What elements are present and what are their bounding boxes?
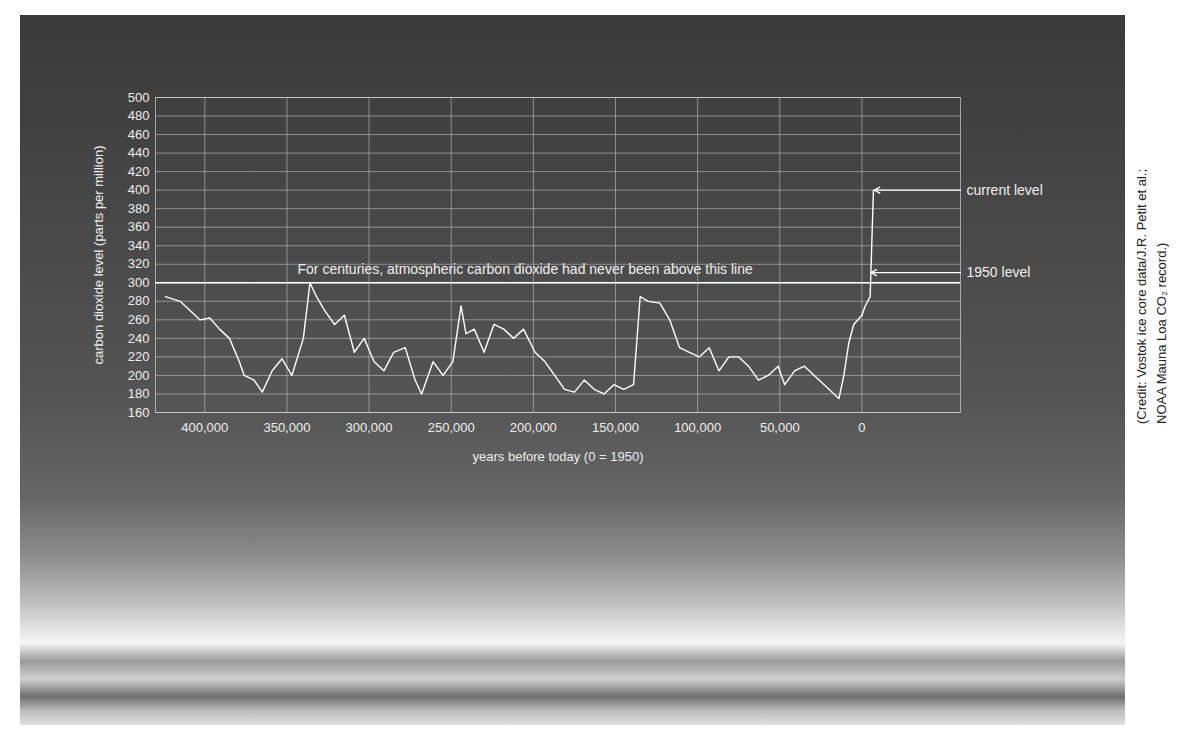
- svg-text:320: 320: [128, 256, 150, 271]
- svg-text:current level: current level: [967, 182, 1043, 198]
- svg-text:300: 300: [128, 275, 150, 290]
- svg-text:180: 180: [128, 386, 150, 401]
- svg-text:160: 160: [128, 405, 150, 420]
- svg-text:300,000: 300,000: [346, 420, 393, 435]
- svg-text:400: 400: [128, 182, 150, 197]
- svg-text:280: 280: [128, 293, 150, 308]
- svg-text:240: 240: [128, 331, 150, 346]
- svg-text:220: 220: [128, 349, 150, 364]
- svg-text:250,000: 250,000: [428, 420, 475, 435]
- svg-text:260: 260: [128, 312, 150, 327]
- svg-text:150,000: 150,000: [592, 420, 639, 435]
- html-text:(Credit: Vostok ice core data/: (Credit: Vostok ice core data/J.R. Petit…: [1134, 168, 1149, 424]
- svg-text:480: 480: [128, 108, 150, 123]
- html-text:NOAA Mauna Loa CO₂ record.): NOAA Mauna Loa CO₂ record.): [1154, 242, 1169, 424]
- svg-text:420: 420: [128, 164, 150, 179]
- svg-text:1950 level: 1950 level: [967, 264, 1031, 280]
- svg-text:360: 360: [128, 219, 150, 234]
- svg-text:460: 460: [128, 127, 150, 142]
- svg-text:500: 500: [128, 90, 150, 105]
- svg-text:440: 440: [128, 145, 150, 160]
- svg-text:340: 340: [128, 238, 150, 253]
- svg-text:100,000: 100,000: [674, 420, 721, 435]
- svg-text:350,000: 350,000: [263, 420, 310, 435]
- svg-text:years before today (0 = 1950): years before today (0 = 1950): [473, 449, 644, 464]
- svg-text:0: 0: [858, 420, 865, 435]
- svg-text:200,000: 200,000: [510, 420, 557, 435]
- svg-text:380: 380: [128, 201, 150, 216]
- svg-text:carbon dioxide level (parts pe: carbon dioxide level (parts per million): [91, 146, 106, 365]
- svg-text:400,000: 400,000: [181, 420, 228, 435]
- svg-text:50,000: 50,000: [760, 420, 800, 435]
- svg-text:200: 200: [128, 368, 150, 383]
- svg-text:For centuries, atmospheric car: For centuries, atmospheric carbon dioxid…: [298, 261, 753, 277]
